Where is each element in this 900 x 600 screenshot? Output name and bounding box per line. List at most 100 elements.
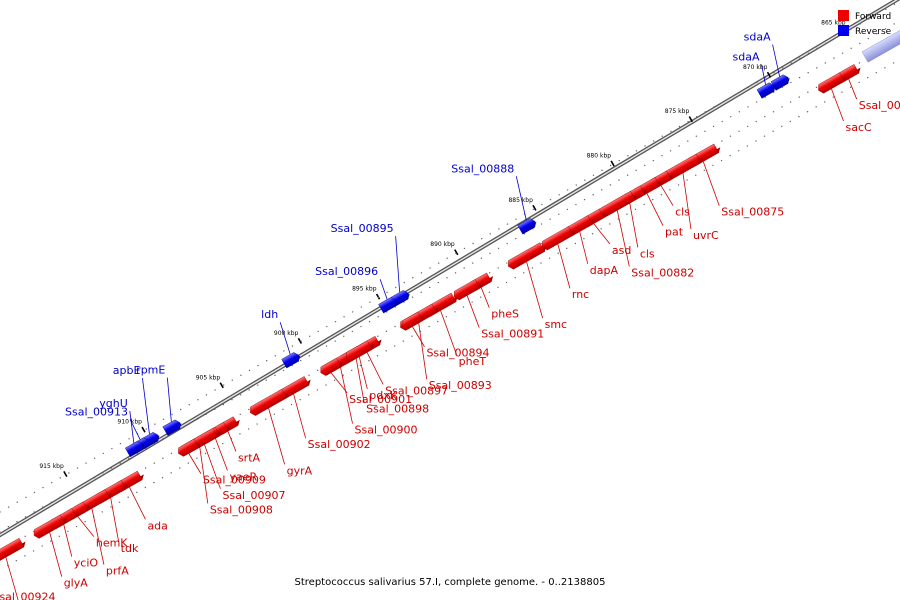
guide-dot xyxy=(76,486,78,489)
forward-gene-label[interactable]: Ssal_00907 xyxy=(223,489,286,502)
reverse-gene-label[interactable]: Ssal_00888 xyxy=(451,162,514,175)
forward-gene-label[interactable]: yaeR xyxy=(229,471,257,484)
forward-gene-label[interactable]: rnc xyxy=(572,288,589,301)
forward-gene-arrow[interactable] xyxy=(540,225,577,252)
guide-dot xyxy=(325,345,328,347)
gene-label-leader xyxy=(761,64,766,85)
guide-dot xyxy=(807,91,809,93)
forward-gene-arrow[interactable] xyxy=(400,310,427,331)
guide-dot xyxy=(76,467,79,469)
forward-gene-label[interactable]: asd xyxy=(612,244,631,257)
guide-dot xyxy=(67,491,70,494)
reverse-gene-arrow[interactable] xyxy=(756,81,778,99)
forward-gene-label[interactable]: glyA xyxy=(64,577,89,590)
forward-gene-label[interactable]: Ssal_00894 xyxy=(426,347,489,360)
reverse-gene-label[interactable]: apbE xyxy=(113,364,141,377)
forward-gene-label[interactable]: tdk xyxy=(121,542,139,555)
forward-gene-label[interactable]: cls xyxy=(640,247,655,260)
reverse-gene-label[interactable]: sdaA xyxy=(744,31,771,44)
forward-gene-label[interactable]: prfA xyxy=(106,565,129,578)
guide-dot xyxy=(738,130,740,132)
reverse-gene-label[interactable]: yghU xyxy=(99,397,128,410)
guide-dot xyxy=(420,272,423,274)
guide-dot xyxy=(85,481,87,484)
guide-dot xyxy=(171,413,173,416)
reverse-gene-label[interactable]: Ssal_00913 xyxy=(65,405,128,418)
guide-dot xyxy=(386,291,388,294)
guide-dot xyxy=(566,208,569,211)
forward-gene-label[interactable]: dapA xyxy=(590,264,619,277)
forward-gene-label[interactable]: pheT xyxy=(459,355,487,368)
guide-dot xyxy=(428,325,430,328)
forward-gene-arrow[interactable] xyxy=(816,71,848,95)
forward-gene-label[interactable]: Ssal_00898 xyxy=(366,403,429,416)
forward-gene-label[interactable]: smc xyxy=(545,318,568,331)
forward-gene-label[interactable]: pdxK xyxy=(369,389,397,402)
guide-dot xyxy=(463,267,465,269)
forward-gene-label[interactable]: pheS xyxy=(491,308,519,321)
forward-gene-label[interactable]: srtA xyxy=(238,451,261,464)
forward-gene-arrow[interactable] xyxy=(318,356,345,377)
forward-gene-label[interactable]: Ssal_00902 xyxy=(308,438,371,451)
forward-gene-label[interactable]: uvrC xyxy=(693,229,719,242)
forward-gene-arrow[interactable] xyxy=(176,437,203,458)
forward-gene-arrow[interactable] xyxy=(248,387,290,417)
forward-gene-label[interactable]: Ssal_00909 xyxy=(203,474,266,487)
guide-dot xyxy=(747,86,749,89)
forward-gene-arrow[interactable] xyxy=(32,513,69,540)
forward-gene-label[interactable]: Ssal_00891 xyxy=(481,328,544,341)
forward-gene-label[interactable]: Ssal_00893 xyxy=(429,379,492,392)
gene-label-leader xyxy=(188,453,202,474)
reverse-gene-arrow[interactable] xyxy=(162,418,184,436)
forward-gene-label[interactable]: pat xyxy=(665,226,684,239)
guide-dot xyxy=(867,37,870,40)
forward-gene-label[interactable]: cls xyxy=(675,206,690,219)
guide-dot xyxy=(798,115,800,118)
guide-dot xyxy=(592,194,594,196)
forward-gene-label[interactable]: Ssal_00900 xyxy=(355,424,418,437)
forward-gene-arrow[interactable] xyxy=(0,536,28,566)
guide-dot xyxy=(875,71,878,74)
guide-dot xyxy=(248,369,251,372)
forward-gene-label[interactable]: Ssal_00897 xyxy=(385,384,448,397)
forward-gene-label[interactable]: sacC xyxy=(846,121,873,134)
reverse-gene-arrow[interactable] xyxy=(124,439,146,458)
forward-gene-label[interactable]: ada xyxy=(147,519,167,532)
guide-dot xyxy=(248,408,250,411)
forward-gene-label[interactable]: Ssal_00908 xyxy=(210,503,273,516)
guide-dot xyxy=(153,481,155,484)
forward-gene-arrow[interactable] xyxy=(344,339,376,363)
forward-gene-arrow[interactable] xyxy=(506,241,548,271)
reverse-gene-label[interactable]: ldh xyxy=(261,308,278,321)
forward-gene-label[interactable]: hemK xyxy=(96,537,128,550)
reverse-gene-label[interactable]: sdaA xyxy=(733,51,760,64)
guide-dot xyxy=(119,462,121,464)
reverse-gene-arrow[interactable] xyxy=(378,295,400,314)
reverse-gene-arrow[interactable] xyxy=(770,73,792,91)
guide-dot xyxy=(747,106,749,108)
kbp-tick xyxy=(63,471,68,478)
forward-gene-label[interactable]: Ssal_00868 xyxy=(859,99,900,112)
guide-dot xyxy=(24,516,27,518)
kbp-tick-label: 875 kbp xyxy=(665,108,690,115)
reverse-gene-label[interactable]: Ssal_00895 xyxy=(331,222,394,235)
guide-dot xyxy=(480,296,482,298)
forward-gene-label[interactable]: gyrA xyxy=(287,464,313,477)
forward-gene-label[interactable]: Ssal_00901 xyxy=(349,393,412,406)
forward-gene-label[interactable]: yciO xyxy=(74,557,99,570)
guide-dot xyxy=(84,520,86,523)
reverse-gene-arrow[interactable] xyxy=(281,350,303,369)
guide-dot xyxy=(369,301,371,303)
forward-gene-label[interactable]: Ssal_00924 xyxy=(0,591,55,600)
guide-dot xyxy=(548,257,551,259)
reverse-gene-label[interactable]: Ssal_00896 xyxy=(315,265,378,278)
reverse-gene-arrow[interactable] xyxy=(517,216,539,235)
forward-gene-label[interactable]: Ssal_00882 xyxy=(631,267,694,280)
forward-gene-label[interactable]: Ssal_00875 xyxy=(721,206,784,219)
guide-dot xyxy=(247,428,250,430)
guide-dot xyxy=(720,159,723,162)
gene-label-leader xyxy=(227,431,237,452)
guide-dot xyxy=(859,23,861,25)
forward-gene-arrow[interactable] xyxy=(452,277,484,301)
reverse-gene-label[interactable]: rpmE xyxy=(136,364,165,377)
